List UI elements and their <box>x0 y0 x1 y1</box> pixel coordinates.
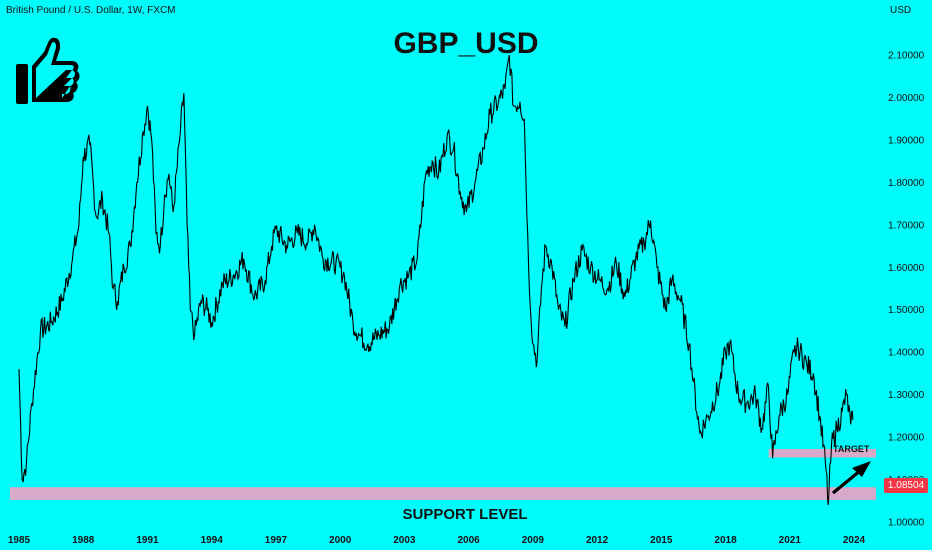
y-tick-label: 1.00000 <box>888 518 925 529</box>
x-tick-label: 1988 <box>72 535 95 546</box>
x-tick-label: 1985 <box>8 535 31 546</box>
currency-label: USD <box>890 5 912 16</box>
x-tick-label: 2012 <box>586 535 609 546</box>
y-tick-label: 1.30000 <box>888 390 925 401</box>
x-tick-label: 2003 <box>393 535 416 546</box>
x-tick-label: 2006 <box>457 535 480 546</box>
x-tick-label: 1994 <box>201 535 224 546</box>
current-price-tag: 1.08504 <box>884 478 928 493</box>
axis-ticks: 2.10000 2.00000 1.90000 1.80000 1.70000 1.600… <box>8 51 925 547</box>
y-tick-label: 1.50000 <box>888 305 925 316</box>
x-tick-label: 2009 <box>522 535 545 546</box>
y-tick-label: 2.00000 <box>888 93 925 104</box>
x-tick-label: 2000 <box>329 535 352 546</box>
y-tick-label: 1.60000 <box>888 263 925 274</box>
x-tick-label: 2024 <box>843 535 866 546</box>
arrow-up-right-icon <box>831 461 871 495</box>
thumbs-up-icon <box>12 34 82 110</box>
x-tick-label: 2021 <box>779 535 802 546</box>
x-tick-label: 2018 <box>714 535 737 546</box>
y-tick-label: 1.20000 <box>888 433 925 444</box>
chart-title-text: GBP_USD <box>393 27 539 60</box>
y-tick-label: 1.90000 <box>888 135 925 146</box>
target-label: TARGET <box>833 444 870 454</box>
support-zone <box>10 487 876 500</box>
chart-title: GBP_USD <box>0 27 932 61</box>
target-zone <box>768 448 876 458</box>
y-tick-label: 1.40000 <box>888 348 925 359</box>
y-tick-label: 1.80000 <box>888 178 925 189</box>
price-line <box>18 54 854 506</box>
x-tick-label: 1991 <box>136 535 159 546</box>
symbol-header: British Pound / U.S. Dollar, 1W, FXCM <box>6 5 176 16</box>
zones-layer <box>10 448 876 500</box>
x-tick-label: 2015 <box>650 535 673 546</box>
y-tick-label: 2.10000 <box>888 51 925 62</box>
support-level-label: SUPPORT LEVEL <box>402 506 528 523</box>
y-tick-label: 1.70000 <box>888 220 925 231</box>
x-tick-label: 1997 <box>265 535 288 546</box>
